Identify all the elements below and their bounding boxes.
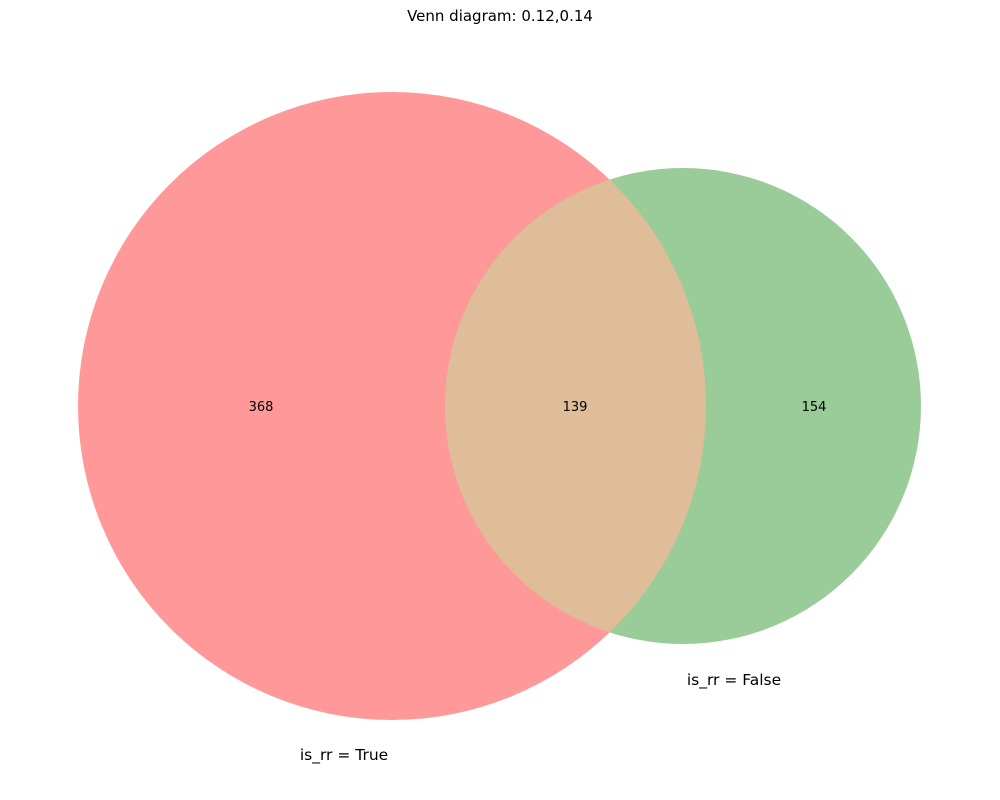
set-label-is-rr-false: is_rr = False	[687, 671, 781, 690]
set-label-is-rr-true: is_rr = True	[300, 746, 388, 765]
left-only-count: 368	[249, 400, 274, 415]
right-only-count: 154	[802, 400, 827, 415]
chart-title: Venn diagram: 0.12,0.14	[407, 7, 593, 25]
intersection-region	[445, 168, 706, 644]
intersection-count: 139	[563, 400, 588, 415]
